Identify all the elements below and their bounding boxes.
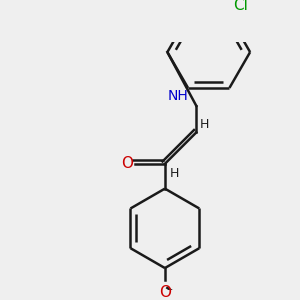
Text: O: O [121, 156, 133, 171]
Text: NH: NH [167, 88, 188, 103]
Text: H: H [200, 118, 209, 131]
Text: H: H [170, 167, 179, 180]
Text: Cl: Cl [233, 0, 248, 13]
Text: O: O [159, 285, 171, 300]
